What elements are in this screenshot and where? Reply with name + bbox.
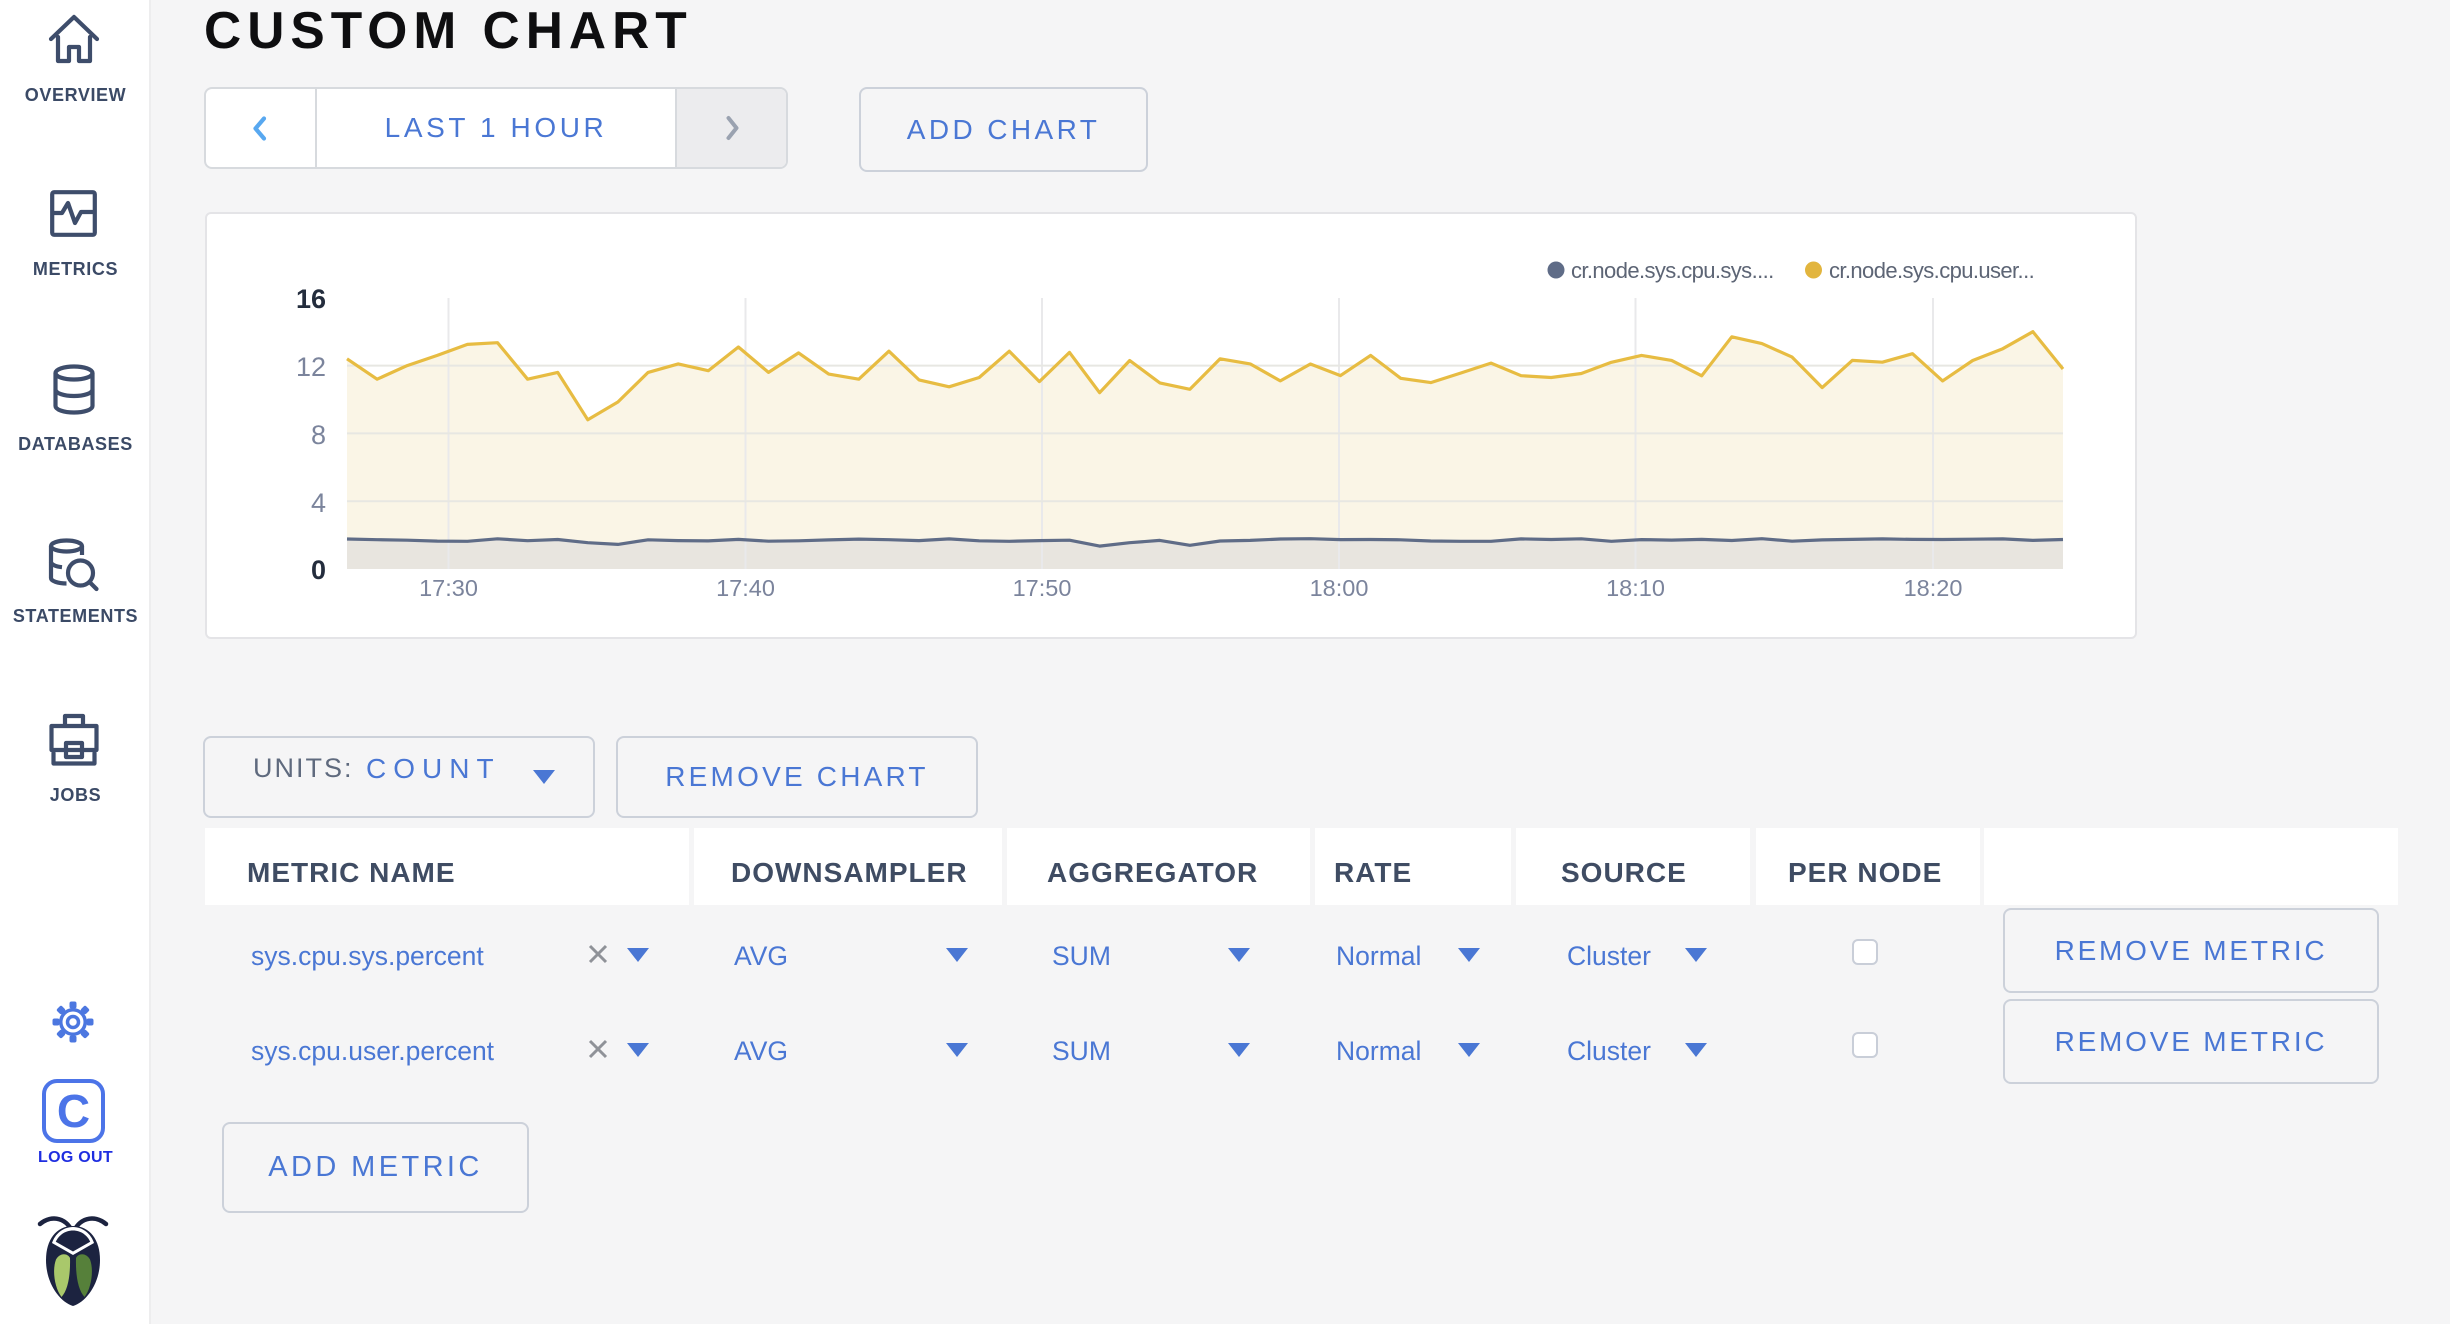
svg-text:18:20: 18:20 [1904,575,1963,601]
svg-text:0: 0 [311,555,326,585]
svg-text:17:30: 17:30 [419,575,478,601]
svg-text:cr.node.sys.cpu.sys....: cr.node.sys.cpu.sys.... [1571,258,1774,283]
svg-text:18:00: 18:00 [1310,575,1369,601]
svg-text:12: 12 [296,352,326,382]
svg-text:17:40: 17:40 [716,575,775,601]
svg-text:16: 16 [296,284,326,314]
svg-text:17:50: 17:50 [1013,575,1072,601]
svg-text:8: 8 [311,420,326,450]
svg-text:cr.node.sys.cpu.user...: cr.node.sys.cpu.user... [1829,258,2034,283]
svg-text:4: 4 [311,488,326,518]
svg-text:18:10: 18:10 [1606,575,1665,601]
